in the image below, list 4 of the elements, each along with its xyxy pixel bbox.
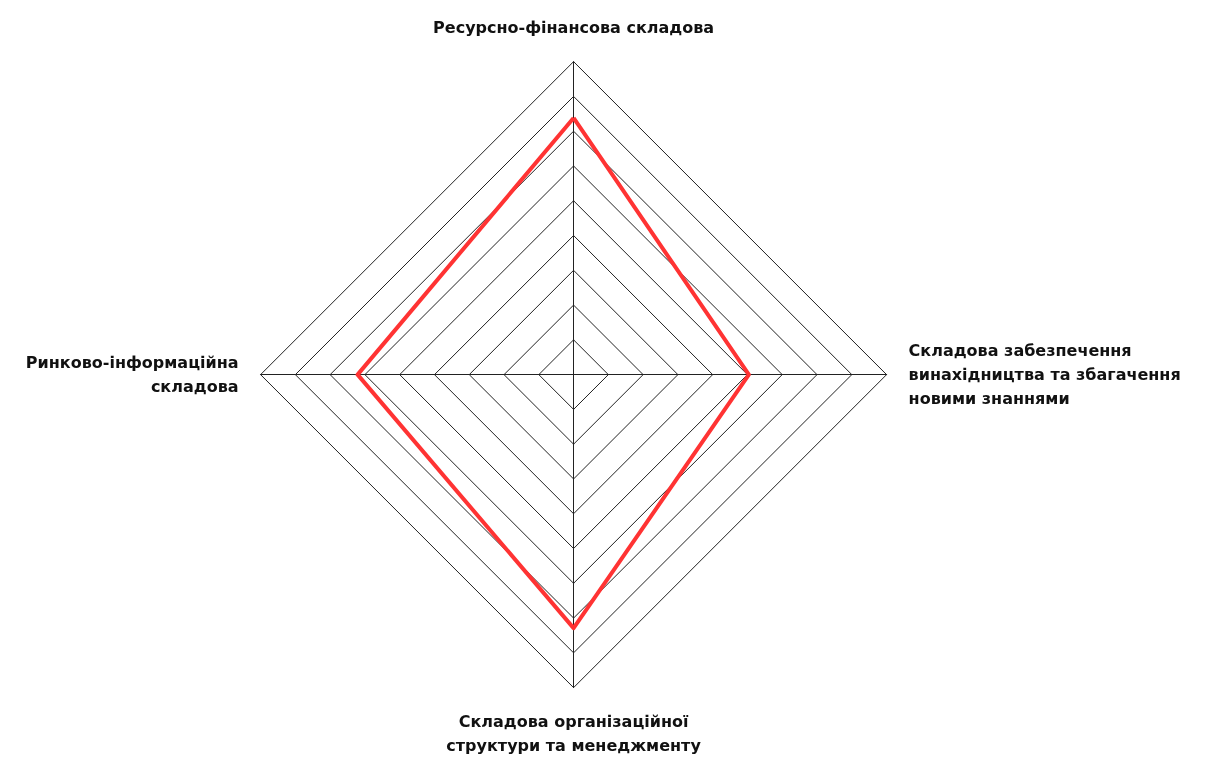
spoke-label: Складова забезпечення винахідництва та збагачення новими знаннями (908, 341, 1181, 409)
spoke-label: Ресурсно-фінансова складова (433, 18, 715, 38)
spoke-label: Ринково-інформаційна складова (25, 353, 239, 397)
spoke-label: Складова організаційної структури та менеджменту (446, 712, 702, 756)
